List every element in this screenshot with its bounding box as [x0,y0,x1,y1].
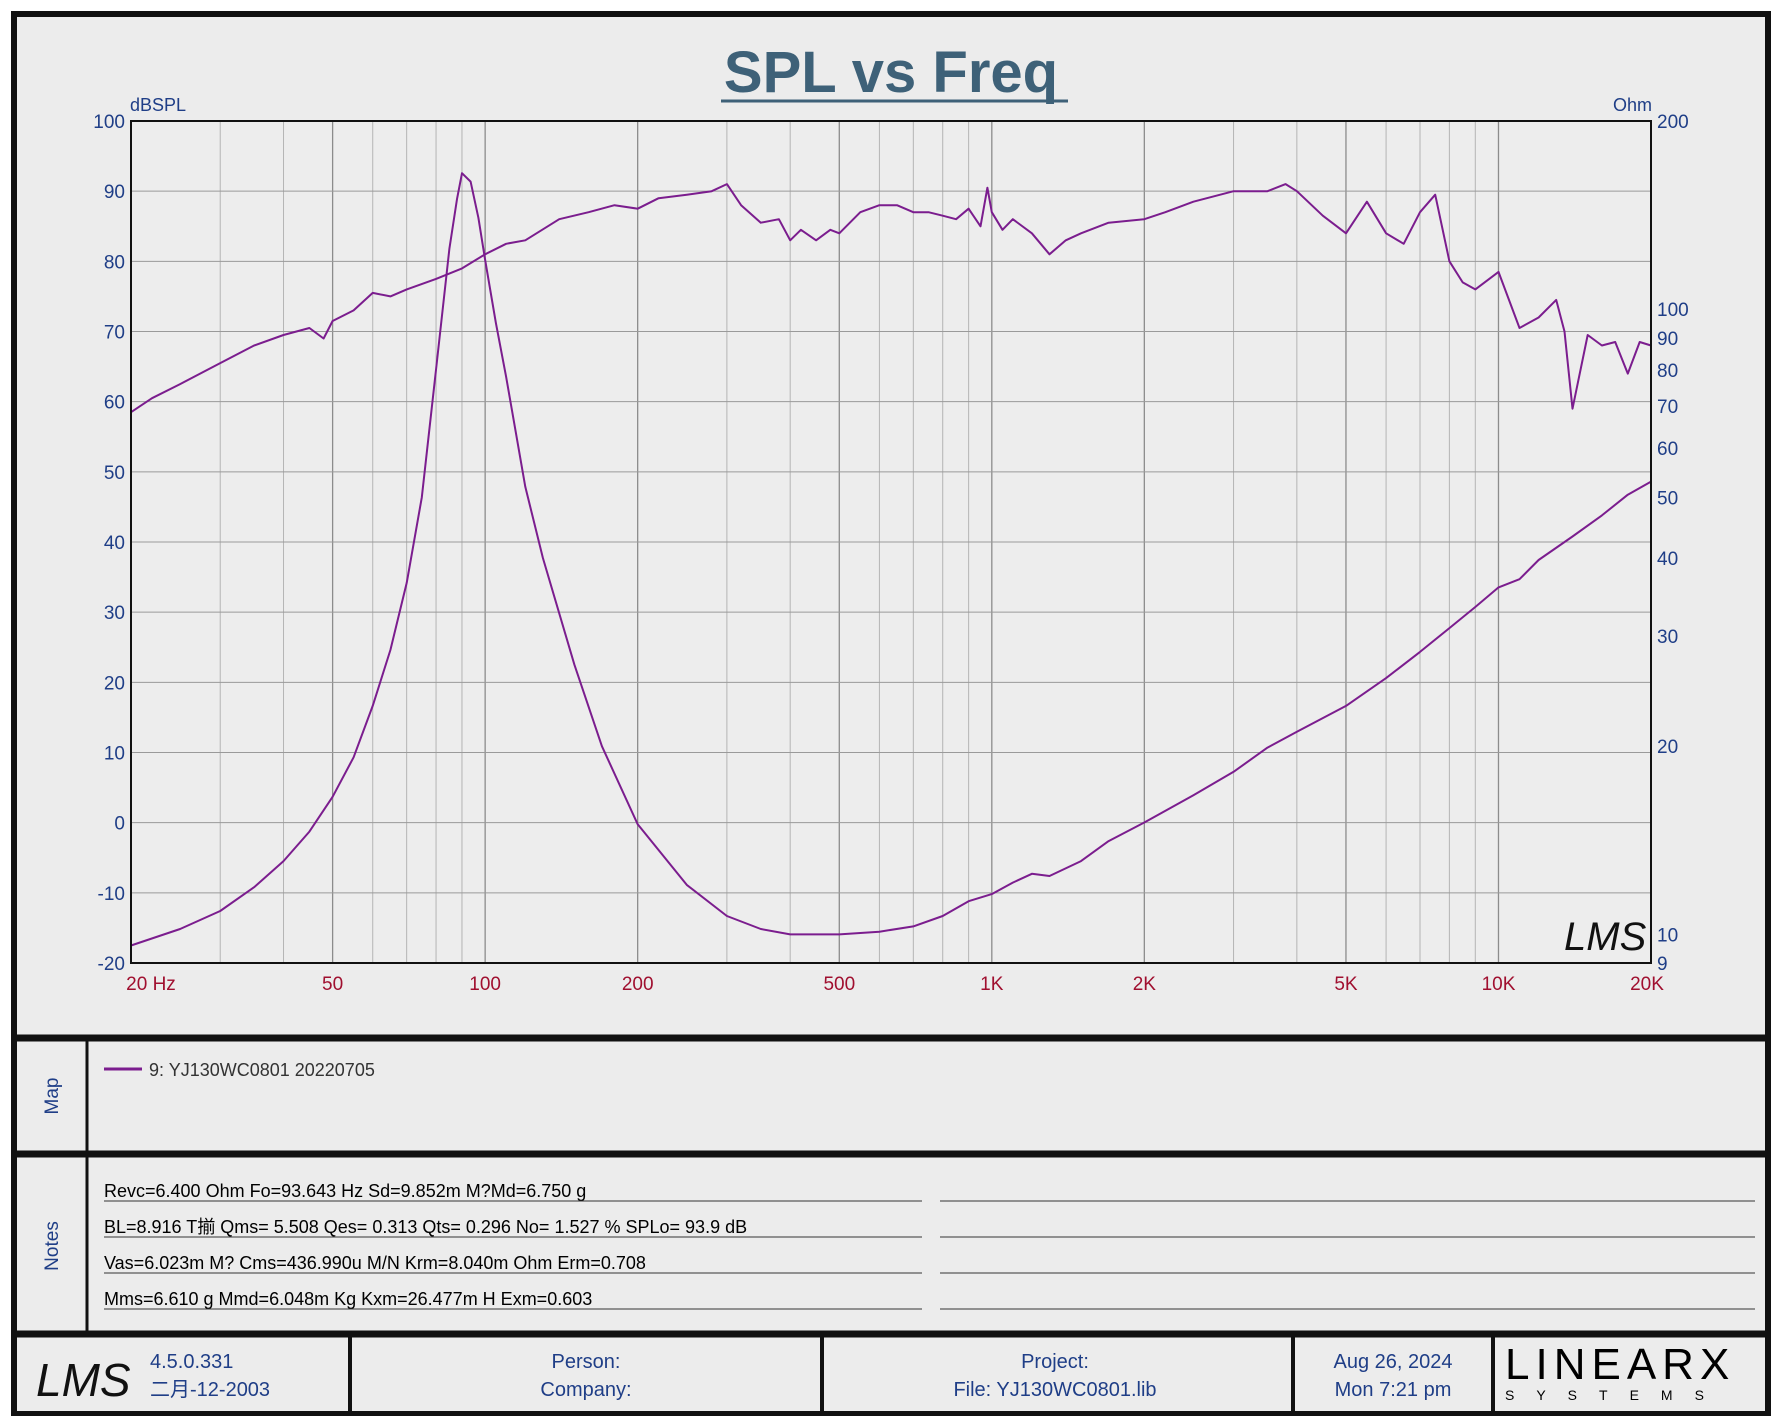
y-right-unit-label: Ohm [1613,95,1652,115]
note-line-2: BL=8.916 T揃 Qms= 5.508 Qes= 0.313 Qts= 0… [104,1217,747,1237]
y-left-tick-label: -20 [98,954,125,975]
y-right-tick-label: 80 [1657,361,1678,382]
y-left-tick-label: 30 [104,603,125,624]
y-left-tick-label: 0 [114,814,125,835]
y-left-unit-label: dBSPL [130,95,186,115]
linearx-brand: LINEARX [1505,1340,1735,1389]
footer-lms-logo: LMS [36,1354,131,1406]
x-ticks: 20 Hz 50 100 200 500 1K 2K 5K 10K 20K [126,974,1664,995]
y-right-tick-label: 90 [1657,329,1678,350]
notes-label: Notes [42,1221,63,1271]
time-text: Mon 7:21 pm [1335,1379,1452,1401]
project-label: Project: [1021,1351,1089,1373]
file-label: File: YJ130WC0801.lib [953,1379,1156,1401]
map-label: Map [42,1078,63,1115]
y-left-tick-label: 100 [93,112,125,133]
y-left-tick-label: 10 [104,744,125,765]
note-line-3: Vas=6.023m M? Cms=436.990u M/N Krm=8.040… [104,1253,646,1273]
y-right-tick-label: 30 [1657,627,1678,648]
lms-watermark: LMS [1564,915,1647,959]
y-left-tick-label: -10 [98,884,125,905]
x-tick-label: 20K [1630,974,1664,995]
x-tick-label: 50 [322,974,343,995]
plot-border [130,120,1652,964]
x-tick-label: 5K [1334,974,1358,995]
x-tick-label: 20 Hz [126,974,176,995]
impedance-curve [130,172,1652,947]
y-right-tick-label: 9 [1657,954,1668,975]
company-label: Company: [540,1379,631,1401]
date-text: Aug 26, 2024 [1334,1351,1453,1373]
x-tick-label: 500 [823,974,855,995]
y-right-tick-label: 20 [1657,737,1678,758]
x-tick-label: 10K [1482,974,1516,995]
x-tick-label: 2K [1133,974,1157,995]
spl-curve [130,183,1652,414]
footer: LMS 4.5.0.331 二月-12-2003 Person: Company… [36,1334,1735,1414]
chart-title: SPL vs Freq [724,40,1058,105]
x-tick-label: 200 [622,974,654,995]
y-right-tick-label: 200 [1657,112,1689,133]
legend-entry: 9: YJ130WC0801 20220705 [149,1060,375,1080]
linearx-systems: SYSTEMS [1505,1387,1726,1403]
y-left-tick-label: 90 [104,182,125,203]
x-tick-label: 100 [469,974,501,995]
build-date-text: 二月-12-2003 [150,1379,270,1401]
curves [130,172,1652,947]
y-right-tick-label: 60 [1657,439,1678,460]
note-line-4: Mms=6.610 g Mmd=6.048m Kg Kxm=26.477m H … [104,1289,592,1309]
version-text: 4.5.0.331 [150,1351,233,1373]
note-line-1: Revc=6.400 Ohm Fo=93.643 Hz Sd=9.852m M?… [104,1181,586,1201]
y-left-tick-label: 40 [104,533,125,554]
y-right-ticks: 200 100 90 80 70 60 50 40 30 20 10 9 [1657,112,1689,975]
person-label: Person: [552,1351,621,1373]
y-right-tick-label: 100 [1657,300,1689,321]
y-left-tick-label: 50 [104,463,125,484]
notes-lines: Revc=6.400 Ohm Fo=93.643 Hz Sd=9.852m M?… [104,1181,1755,1310]
y-left-tick-label: 70 [104,323,125,344]
x-tick-label: 1K [980,974,1004,995]
y-left-tick-label: 20 [104,673,125,694]
y-right-tick-label: 50 [1657,488,1678,509]
y-left-tick-label: 60 [104,393,125,414]
y-left-tick-label: 80 [104,252,125,273]
y-right-tick-label: 70 [1657,397,1678,418]
y-right-tick-label: 40 [1657,549,1678,570]
y-right-tick-label: 10 [1657,925,1678,946]
